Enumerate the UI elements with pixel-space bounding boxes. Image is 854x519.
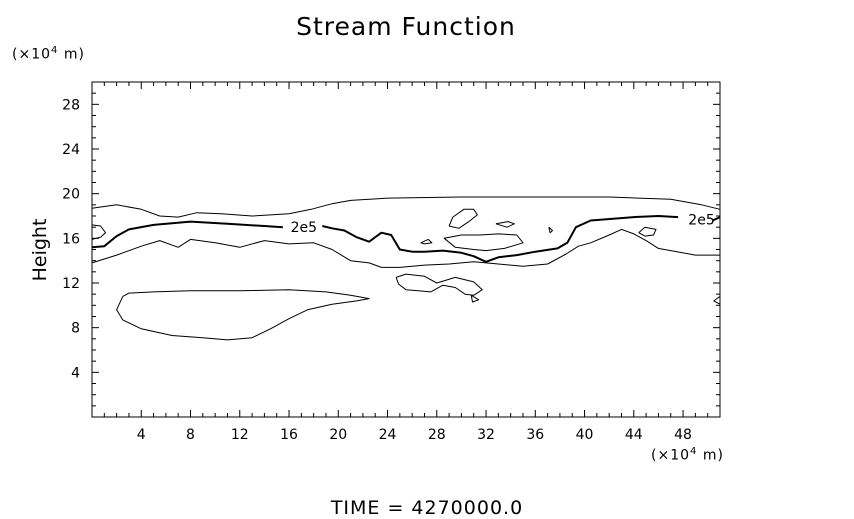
contour-island-f [638, 226, 657, 237]
contour-label: 2e5 [688, 212, 714, 228]
y-tick-label: 24 [62, 142, 80, 158]
y-axis-unit: (×104 m) [12, 45, 85, 63]
x-tick-label: 16 [280, 427, 298, 443]
contour-lower-lobe [116, 289, 370, 341]
y-tick-label: 4 [71, 365, 80, 381]
chart-title: Stream Function [296, 12, 516, 41]
contour-mid-island [395, 273, 483, 296]
y-tick-label: 12 [62, 276, 80, 292]
x-tick-label: 24 [379, 427, 397, 443]
contour-island-a [448, 208, 478, 229]
contour-island-b [495, 221, 515, 228]
axis-ticks [91, 81, 721, 418]
y-tick-label: 8 [71, 321, 80, 337]
contour-thick-2e5-left [91, 220, 283, 249]
contour-right-edge-tick [713, 295, 721, 305]
x-tick-label: 48 [674, 427, 692, 443]
time-footer: TIME = 4270000.0 [330, 497, 524, 519]
contour-lines [91, 196, 721, 341]
contour-labels: 2e5 2e5 [291, 212, 715, 236]
contour-mid-island-small [470, 294, 480, 303]
y-tick-label: 20 [62, 187, 80, 203]
x-tick-label: 36 [526, 427, 544, 443]
x-tick-label: 8 [186, 427, 195, 443]
contour-thick-2e5-edge [712, 216, 721, 222]
contour-island-d [420, 238, 433, 245]
y-tick-label: 28 [62, 97, 80, 113]
x-tick-label: 4 [137, 427, 146, 443]
contour-island-e [548, 226, 553, 234]
x-tick-label: 20 [329, 427, 347, 443]
contour-left-edge-loop [91, 224, 106, 240]
x-axis-unit: (×104 m) [651, 446, 724, 464]
contour-thick-2e5-right [322, 215, 679, 263]
x-tick-label: 12 [231, 427, 249, 443]
contour-label: 2e5 [291, 220, 317, 236]
x-tick-label: 40 [576, 427, 594, 443]
x-tick-label: 44 [625, 427, 643, 443]
plot-frame [91, 81, 721, 418]
y-tick-label: 16 [62, 231, 80, 247]
contour-outer-top [91, 196, 721, 218]
contour-island-c [443, 233, 524, 252]
x-tick-label: 28 [428, 427, 446, 443]
y-axis-label: Height [29, 218, 51, 282]
contour-outer-bottom [91, 228, 720, 268]
x-tick-label: 32 [477, 427, 495, 443]
